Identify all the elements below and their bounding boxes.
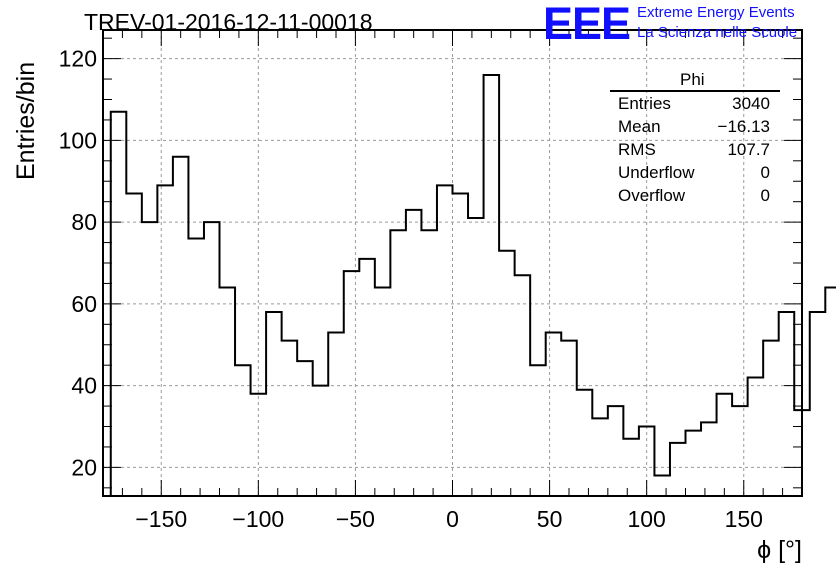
stat-value-entries: 3040 xyxy=(732,94,770,113)
eee-logo: EEE xyxy=(543,0,631,49)
histogram-bin xyxy=(313,386,329,496)
histogram-bin xyxy=(484,75,500,496)
x-axis-label: ϕ [°] xyxy=(757,536,802,564)
histogram-bin xyxy=(654,476,670,496)
histogram-bin xyxy=(390,230,406,496)
y-tick-label: 100 xyxy=(59,127,97,153)
histogram-bin xyxy=(375,288,391,496)
histogram-bin xyxy=(561,341,577,496)
histogram-bin xyxy=(701,422,717,496)
histogram-bin xyxy=(810,312,826,496)
histogram-bin xyxy=(577,390,593,496)
histogram-bin xyxy=(188,238,204,496)
histogram-bin xyxy=(623,439,639,496)
histogram-bin xyxy=(530,365,546,496)
histogram-bin xyxy=(437,185,453,496)
histogram-bin xyxy=(173,157,189,496)
histogram-bin xyxy=(406,210,422,496)
histogram-bin xyxy=(592,418,608,496)
histogram-bin xyxy=(204,222,220,496)
y-tick-label: 120 xyxy=(59,46,97,72)
histogram-bin xyxy=(344,271,360,496)
histogram-bin xyxy=(421,230,437,496)
histogram-bin xyxy=(220,288,236,496)
x-tick-label: 100 xyxy=(627,506,665,532)
stat-label-rms: RMS xyxy=(618,140,656,159)
histogram-line xyxy=(109,73,836,496)
stat-value-rms: 107.7 xyxy=(727,140,770,159)
stat-value-overflow: 0 xyxy=(760,186,770,205)
histogram-bin xyxy=(732,406,748,496)
histogram-bin xyxy=(763,341,779,496)
y-tick-label: 80 xyxy=(71,209,97,235)
histogram-bin xyxy=(297,361,313,496)
histogram-bin xyxy=(825,288,836,496)
stat-label-mean: Mean xyxy=(618,117,661,136)
x-tick-label: −150 xyxy=(135,506,187,532)
histogram-bin xyxy=(779,312,795,496)
histogram-bin xyxy=(686,431,702,496)
histogram-bin xyxy=(717,394,733,496)
histogram-bin xyxy=(670,443,686,496)
histogram-bin xyxy=(359,259,375,496)
x-tick-label: 50 xyxy=(537,506,563,532)
histogram-bin xyxy=(499,251,515,496)
histogram-bin xyxy=(546,332,562,496)
y-axis-label: Entries/bin xyxy=(12,62,40,180)
histogram-bin xyxy=(157,185,173,496)
y-tick-label: 40 xyxy=(71,373,97,399)
histogram-bin xyxy=(515,275,531,496)
stat-label-overflow: Overflow xyxy=(618,186,686,205)
x-tick-label: −100 xyxy=(232,506,284,532)
histogram-bin xyxy=(282,341,298,496)
stat-label-entries: Entries xyxy=(618,94,671,113)
y-tick-label: 60 xyxy=(71,291,97,317)
chart-title: TREV-01-2016-12-11-00018 xyxy=(84,9,373,35)
histogram-bin xyxy=(468,218,484,496)
y-tick-label: 20 xyxy=(71,454,97,480)
histogram-bin xyxy=(142,222,158,496)
histogram-bin xyxy=(608,406,624,496)
x-tick-label: −50 xyxy=(336,506,375,532)
histogram-bin xyxy=(266,312,282,496)
histogram-bin xyxy=(126,194,142,496)
logo-line-2: La Scienza nelle Scuole xyxy=(637,24,798,41)
stat-label-underflow: Underflow xyxy=(618,163,695,182)
x-tick-label: 150 xyxy=(725,506,763,532)
statbox-title: Phi xyxy=(680,70,705,89)
histogram-bin xyxy=(453,194,469,496)
histogram-bin xyxy=(748,377,764,496)
x-tick-label: 0 xyxy=(446,506,459,532)
stat-value-underflow: 0 xyxy=(760,163,770,182)
histogram-bin xyxy=(235,365,251,496)
histogram-bin xyxy=(328,332,344,496)
stat-value-mean: −16.13 xyxy=(717,117,770,136)
logo-line-1: Extreme Energy Events xyxy=(637,4,795,21)
